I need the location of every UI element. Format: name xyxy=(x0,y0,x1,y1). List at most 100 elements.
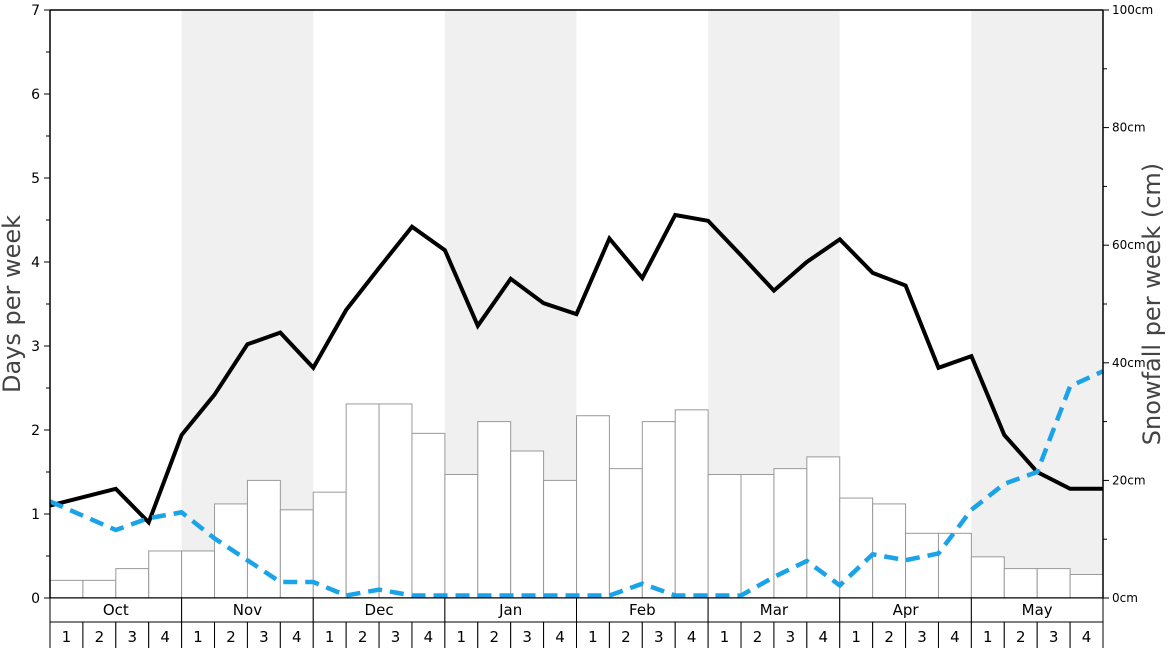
snowfall-bar xyxy=(970,556,1005,599)
week-label: 1 xyxy=(193,628,203,646)
week-label: 4 xyxy=(819,628,829,646)
y2-tick-label: 100cm xyxy=(1112,3,1153,17)
week-label: 2 xyxy=(1016,628,1026,646)
month-label: May xyxy=(1022,601,1053,619)
week-cell xyxy=(543,621,577,648)
week-label: 4 xyxy=(555,628,565,646)
snowfall-bar xyxy=(937,532,972,599)
week-cell xyxy=(181,621,216,648)
snowfall-bar xyxy=(773,468,808,599)
week-label: 1 xyxy=(588,628,598,646)
week-cell xyxy=(707,621,742,648)
snowfall-bar xyxy=(345,403,380,599)
week-label: 3 xyxy=(917,628,927,646)
y2-tick-label: 20cm xyxy=(1112,473,1146,487)
month-label: Jan xyxy=(498,601,522,619)
week-cell xyxy=(1003,621,1038,648)
month-label: Oct xyxy=(103,601,129,619)
snowfall-bar xyxy=(181,550,216,599)
week-cell xyxy=(839,621,874,648)
week-label: 3 xyxy=(522,628,532,646)
month-week-table: Oct 1 2 3 4 Nov 1 2 3 4 Dec 1 2 3 4 Jan 1 2 3 4 Feb 1 2 3 4 Mar 1 2… xyxy=(49,597,1104,648)
week-cell xyxy=(806,621,841,648)
y2-tick-label: 0cm xyxy=(1112,591,1138,605)
week-label: 3 xyxy=(259,628,269,646)
week-label: 2 xyxy=(884,628,894,646)
month-label: Dec xyxy=(365,601,394,619)
solid-series-line xyxy=(49,212,1103,527)
week-label: 1 xyxy=(325,628,335,646)
y-tick-label: 4 xyxy=(31,255,40,271)
week-label: 1 xyxy=(62,628,72,646)
month-label: Feb xyxy=(629,601,656,619)
week-cell xyxy=(411,621,446,648)
week-cell xyxy=(674,621,709,648)
snowfall-bar xyxy=(378,403,413,599)
week-label: 3 xyxy=(1049,628,1059,646)
week-cell xyxy=(970,621,1005,648)
snowfall-bar xyxy=(411,432,446,599)
y2-axis-title: Snowfall per week (cm) xyxy=(1138,163,1166,445)
week-label: 2 xyxy=(489,628,499,646)
snowfall-bar xyxy=(905,532,939,599)
snowfall-bar xyxy=(674,409,709,599)
week-cell xyxy=(148,621,183,648)
week-label: 3 xyxy=(654,628,664,646)
week-cell xyxy=(82,621,117,648)
snowfall-bar xyxy=(444,474,479,599)
week-cell xyxy=(905,621,939,648)
y-tick-label: 6 xyxy=(31,87,40,103)
week-label: 4 xyxy=(950,628,960,646)
month-bands xyxy=(181,10,1103,598)
y2-tick-label: 60cm xyxy=(1112,238,1146,252)
week-cell xyxy=(378,621,413,648)
month-band xyxy=(971,10,1103,598)
snowfall-bar xyxy=(148,550,183,599)
snowfall-bar xyxy=(82,579,117,599)
month-cell xyxy=(839,597,972,623)
y-tick-label: 5 xyxy=(31,171,40,187)
y-tick-label: 3 xyxy=(31,339,40,355)
snowfall-bar xyxy=(1036,568,1071,599)
y2-tick-label: 80cm xyxy=(1112,121,1146,135)
week-label: 2 xyxy=(226,628,236,646)
month-label: Mar xyxy=(760,601,789,619)
week-label: 3 xyxy=(391,628,401,646)
week-label: 1 xyxy=(851,628,861,646)
week-label: 4 xyxy=(424,628,434,646)
week-label: 4 xyxy=(687,628,697,646)
snowfall-bar xyxy=(1069,573,1104,599)
week-cell xyxy=(510,621,545,648)
week-cell xyxy=(576,621,610,648)
snowfall-bar xyxy=(115,568,150,599)
month-cell xyxy=(312,597,446,623)
week-cell xyxy=(937,621,972,648)
week-label: 2 xyxy=(358,628,368,646)
y-tick-label: 1 xyxy=(31,507,40,523)
week-cell xyxy=(1069,621,1104,648)
snowfall-bar xyxy=(707,474,742,599)
snowfall-bar xyxy=(576,415,610,599)
snowfall-bar xyxy=(246,479,281,599)
week-cell xyxy=(279,621,314,648)
snowfall-bar xyxy=(641,421,676,599)
y2-tick-label: 40cm xyxy=(1112,356,1146,370)
week-label: 2 xyxy=(753,628,763,646)
month-label: Nov xyxy=(233,601,262,619)
snowfall-bar xyxy=(872,503,907,599)
dashed-series-line xyxy=(49,369,1104,598)
y-tick-label: 7 xyxy=(31,3,40,19)
week-cell xyxy=(641,621,676,648)
week-label: 4 xyxy=(292,628,302,646)
snowfall-bar xyxy=(1003,568,1038,599)
snowfall-bar xyxy=(543,479,577,599)
snowfall-bar xyxy=(477,421,512,599)
week-label: 1 xyxy=(457,628,467,646)
chart-lines xyxy=(49,212,1104,598)
snowfall-bar xyxy=(49,579,84,599)
week-cell xyxy=(115,621,150,648)
week-label: 3 xyxy=(786,628,796,646)
snowfall-bar xyxy=(806,456,841,599)
week-label: 4 xyxy=(160,628,170,646)
